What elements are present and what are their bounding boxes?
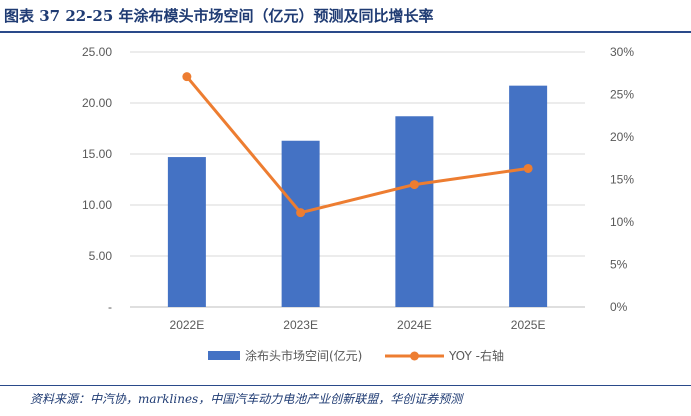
axis-tick-labels: - 5.00 10.00 15.00 20.00 25.00 0% 5% 10% 15% 20% 25… <box>82 45 634 332</box>
legend-line-label: YOY -右轴 <box>448 348 504 363</box>
bar <box>281 140 320 307</box>
yoy-point <box>182 72 192 82</box>
title-rule <box>0 31 691 33</box>
y-right-tick-label: 5% <box>610 258 628 272</box>
yoy-point <box>523 163 533 173</box>
y-right-tick-label: 15% <box>610 173 634 187</box>
bar <box>509 85 548 307</box>
y-right-tick-label: 20% <box>610 130 634 144</box>
legend-bar-swatch <box>208 351 240 360</box>
legend: 涂布头市场空间(亿元) YOY -右轴 <box>208 348 504 363</box>
y-left-tick-label: - <box>108 300 112 314</box>
yoy-point <box>409 180 419 190</box>
bar-series <box>167 85 548 307</box>
bar <box>167 157 206 307</box>
chart: - 5.00 10.00 15.00 20.00 25.00 0% 5% 10% 15% 20% 25… <box>82 45 634 363</box>
y-left-tick-label: 15.00 <box>82 147 112 161</box>
y-right-tick-label: 0% <box>610 300 628 314</box>
y-right-tick-label: 10% <box>610 215 634 229</box>
line-series <box>182 72 533 218</box>
y-left-tick-label: 10.00 <box>82 198 112 212</box>
legend-line-marker <box>410 351 419 361</box>
y-left-tick-label: 20.00 <box>82 96 112 110</box>
x-tick-label: 2023E <box>283 318 318 332</box>
bar <box>395 116 434 307</box>
x-tick-label: 2025E <box>511 318 546 332</box>
y-left-tick-label: 25.00 <box>82 45 112 59</box>
yoy-point <box>296 208 306 218</box>
source-note: 资料来源：中汽协，marklines，中国汽车动力电池产业创新联盟，华创证券预测 <box>30 392 463 406</box>
x-tick-label: 2024E <box>397 318 432 332</box>
y-left-tick-label: 5.00 <box>89 249 113 263</box>
source-rule <box>0 385 691 386</box>
yoy-line <box>185 75 529 215</box>
x-tick-label: 2022E <box>170 318 205 332</box>
y-right-tick-label: 25% <box>610 88 634 102</box>
figure-title: 图表 37 22-25 年涂布模头市场空间（亿元）预测及同比增长率 <box>4 7 434 25</box>
legend-bar-label: 涂布头市场空间(亿元) <box>245 348 362 363</box>
y-right-tick-label: 30% <box>610 45 634 59</box>
